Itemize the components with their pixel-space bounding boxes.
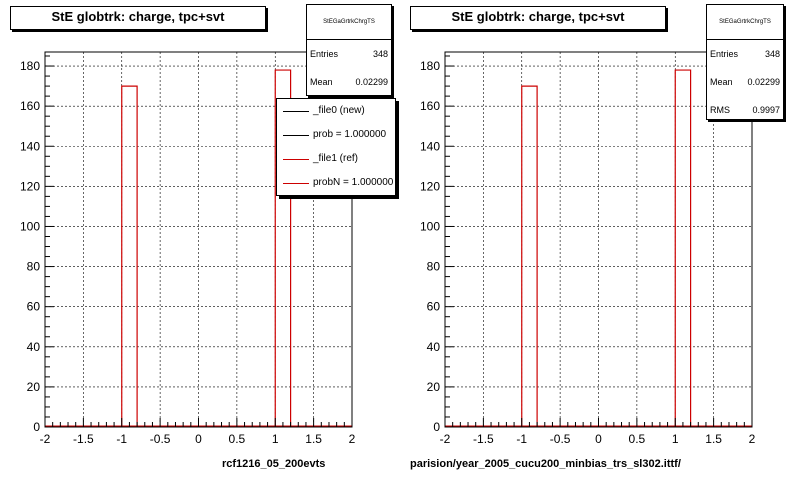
x-tick-label: 1 [672,432,679,446]
left-title: StE globtrk: charge, tpc+svt [10,6,266,30]
left-stats-name: StEGaGrtrkChrgTS [307,5,391,40]
legend-item-probn: probN = 1.000000 [277,171,395,195]
right-plot: -2 -1.5 -1 -0.5 0 0.5 1 1.5 20204060801001201401… [420,51,756,446]
x-tick-label: -1.5 [473,432,494,446]
y-tick-label: 160 [20,99,40,113]
y-tick-label: 20 [427,380,441,394]
left-stats-mean: Mean 0.02299 [310,77,388,87]
y-tick-label: 120 [420,179,440,193]
y-tick-label: 120 [20,179,40,193]
y-tick-label: 100 [20,219,40,233]
x-tick-label: -1.5 [73,432,94,446]
right-stats-rms: RMS 0.9997 [710,105,780,115]
right-footer: parision/year_2005_cucu200_minbias_trs_s… [410,458,681,470]
y-tick-label: 20 [27,380,41,394]
x-tick-label: 1 [272,432,279,446]
x-tick-label: 1.5 [305,432,322,446]
x-tick-label: 0 [195,432,202,446]
left-panel: -2 -1.5 -1 -0.5 0 0.5 1 1.5 2 0 20 40 60 80 100 120 140 1… [10,4,396,470]
y-tick-label: 160 [420,99,440,113]
right-stats-box: StEGaGrtrkChrgTS Entries 348 Mean 0.0229… [706,4,784,120]
legend-item-file0: _file0 (new) [277,99,395,123]
right-title: StE globtrk: charge, tpc+svt [410,6,666,30]
left-footer: rcf1216_05_200evts [222,458,326,470]
y-tick-label: 100 [420,219,440,233]
y-tick-label: 0 [433,420,440,434]
left-plot-area: -2 -1.5 -1 -0.5 0 0.5 1 1.5 20204060801001201401… [20,51,356,446]
y-tick-label: 60 [27,300,41,314]
x-tick-label: -2 [40,432,51,446]
x-tick-label: 2 [749,432,756,446]
x-tick-label: -2 [440,432,451,446]
y-tick-label: 140 [420,139,440,153]
left-legend: _file0 (new) prob = 1.000000 _file1 (ref… [276,98,396,196]
y-tick-label: 40 [427,340,441,354]
x-tick-label: 1.5 [705,432,722,446]
x-tick-label: -1 [116,432,127,446]
y-tick-label: 60 [427,300,441,314]
left-stats-box: StEGaGrtrkChrgTS Entries 348 Mean 0.0229… [306,4,392,96]
histogram-bar [521,85,538,427]
x-tick-label: 0 [595,432,602,446]
right-stats-name: StEGaGrtrkChrgTS [707,5,783,40]
right-stats-mean: Mean 0.02299 [710,77,780,87]
histogram-bar [674,69,692,427]
legend-item-file1: _file1 (ref) [277,147,395,171]
x-tick-label: 0.5 [629,432,646,446]
x-tick-label: 2 [349,432,356,446]
x-tick-label: -0.5 [150,432,171,446]
left-stats-entries: Entries 348 [310,49,388,59]
y-tick-label: 180 [20,59,40,73]
x-tick-label: -0.5 [550,432,571,446]
y-tick-label: 40 [27,340,41,354]
x-tick-label: -1 [516,432,527,446]
right-plot-area: -2 -1.5 -1 -0.5 0 0.5 1 1.5 20204060801001201401… [420,51,756,446]
histogram-bar [121,85,138,427]
histogram-bar [274,69,292,427]
y-tick-label: 180 [420,59,440,73]
legend-item-prob: prob = 1.000000 [277,123,395,147]
y-tick-label: 80 [427,260,441,274]
y-tick-label: 80 [27,260,41,274]
y-tick-label: 0 [33,420,40,434]
x-tick-label: 0.5 [229,432,246,446]
right-panel: -2 -1.5 -1 -0.5 0 0.5 1 1.5 2 0 20 40 60 80 100 120 140 1… [400,0,800,480]
left-plot: -2 -1.5 -1 -0.5 0 0.5 1 1.5 20204060801001201401… [20,51,356,446]
y-tick-label: 140 [20,139,40,153]
right-stats-entries: Entries 348 [710,49,780,59]
